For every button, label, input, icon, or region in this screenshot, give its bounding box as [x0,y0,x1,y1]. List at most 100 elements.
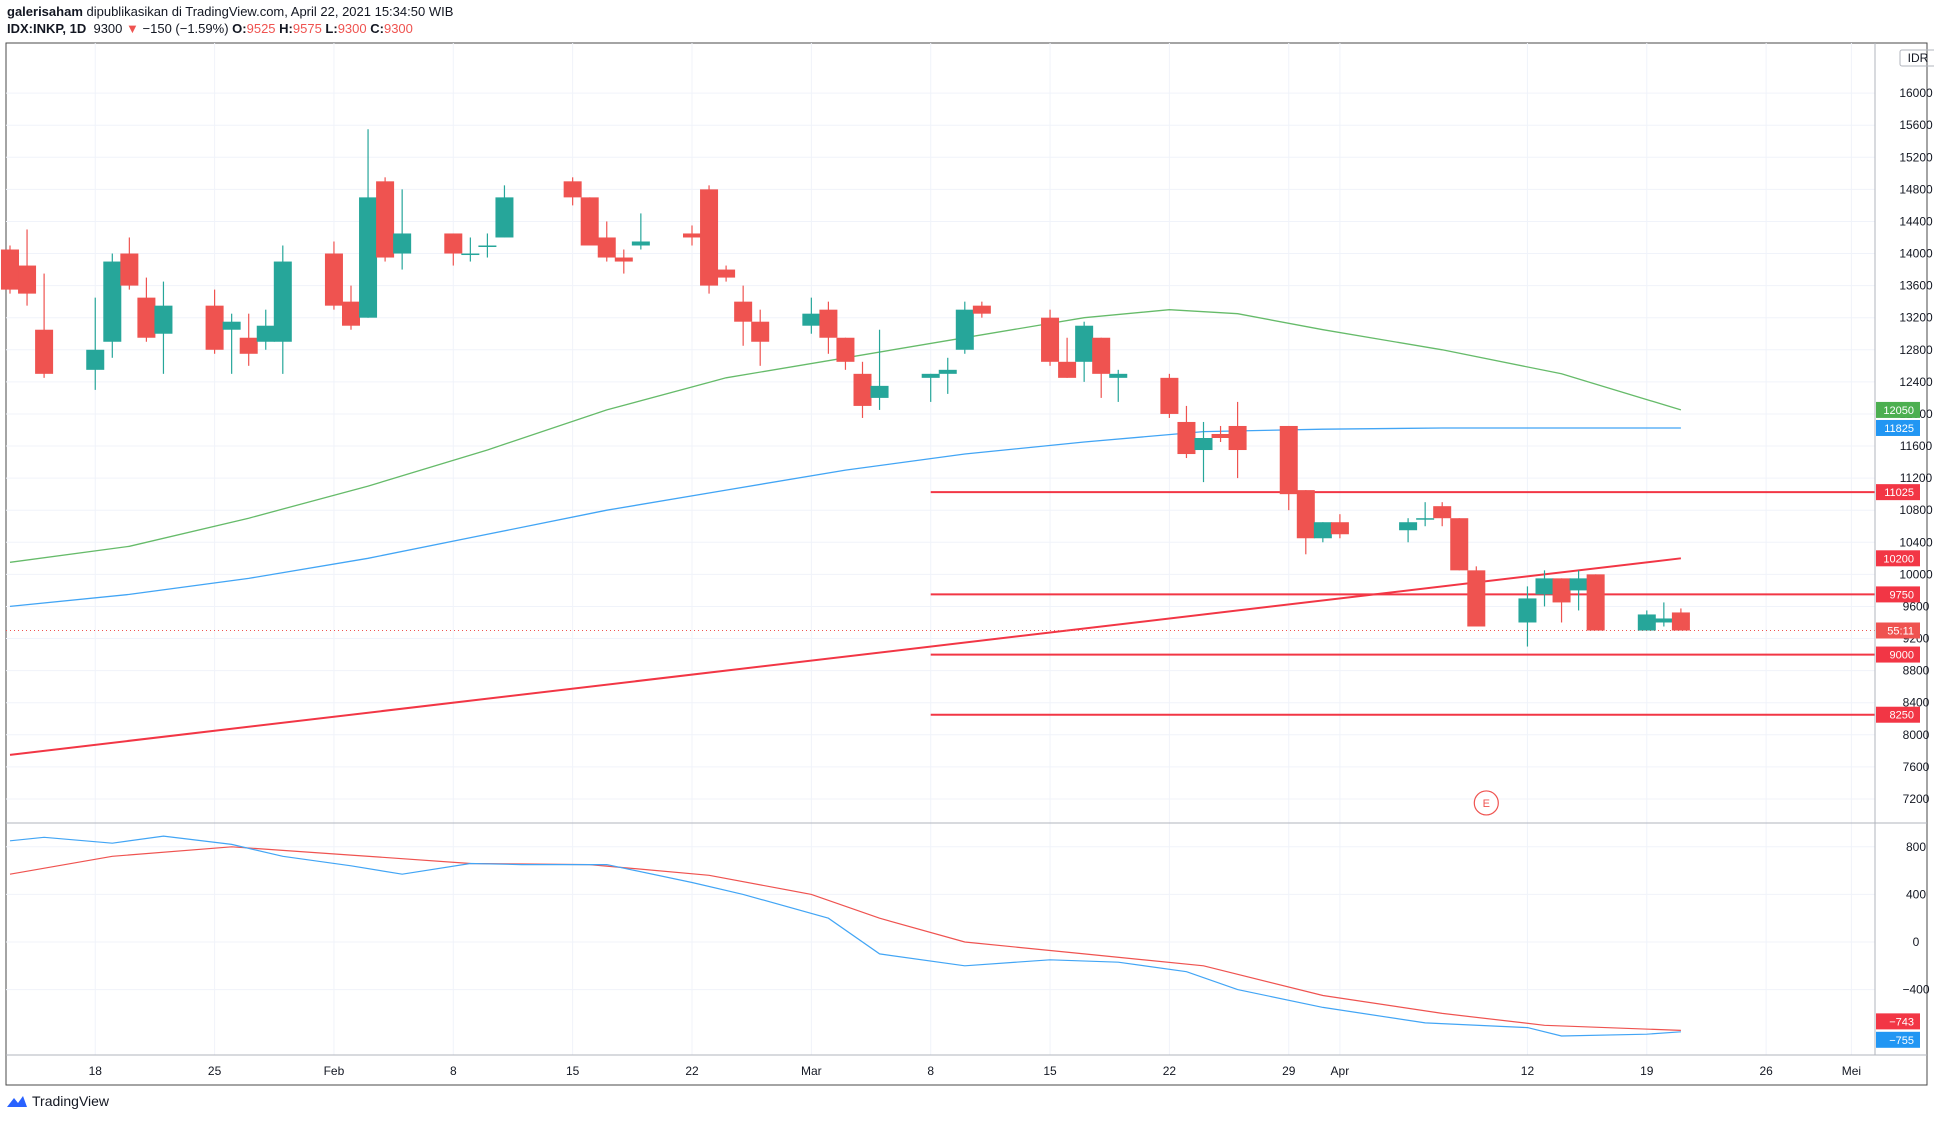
low-value: 9300 [337,21,367,36]
indicator-blue-line [9,835,1681,1037]
candle [35,273,54,378]
price-tick-label: 15600 [1899,118,1933,132]
candle [359,129,378,318]
candle [1296,490,1315,555]
candle [614,249,633,274]
price-axis-label-box [1876,419,1920,436]
candle [1518,586,1537,647]
candle-body [273,261,292,342]
price-axis-label: 8250 [1876,706,1920,723]
candle [819,301,838,354]
moving-averages [9,309,1682,756]
candle-body [972,305,991,314]
candle-body [597,237,616,258]
indicator-red-line [9,846,1681,1031]
indicator-tick-label: 800 [1906,840,1926,854]
candle [853,361,872,418]
time-tick-label: Mar [801,1064,822,1078]
currency-label: IDR [1908,51,1929,65]
candle-body [86,349,105,370]
candle [1313,522,1332,543]
candle [1399,518,1418,543]
candle [1058,337,1077,378]
time-tick-label: 29 [1282,1064,1296,1078]
publisher-name[interactable]: galerisaham [7,4,83,19]
candle [700,185,719,294]
candle [1109,369,1128,402]
price-axis-label: 9750 [1876,586,1920,603]
candle-body [1075,325,1094,362]
candle-body [222,321,241,330]
candle [921,373,940,402]
candle-body [717,269,736,278]
price-tick-label: 8000 [1903,728,1930,742]
candle-body [1194,438,1213,451]
price-axis-label-box [1876,706,1920,723]
price-axis-label: 55:11 [1876,622,1920,639]
candle-body [938,369,957,374]
candle-body [921,373,940,378]
candle [802,297,821,334]
candle-body [376,181,395,258]
time-tick-label: 26 [1759,1064,1773,1078]
candle-body [1637,614,1656,631]
price-tick-label: 11600 [1900,439,1933,453]
price-tick-label: 12400 [1899,375,1933,389]
indicator-tick-label: 400 [1906,887,1926,901]
price-labels: 12050 11825 11025 10200 9750 55:11 9000 8250 −74… [1876,401,1920,1048]
candle-body [137,297,156,338]
candle-body [734,301,753,322]
close-label: C: [370,21,384,36]
candle-body [461,253,480,256]
candle-body [1092,337,1111,374]
candle [222,313,241,374]
candle-body [1296,490,1315,539]
candle [1535,570,1554,607]
candle [683,225,701,246]
candle [563,177,582,206]
change-arrow-icon: ▼ [126,21,139,36]
tradingview-brand[interactable]: TradingView [6,1093,109,1109]
symbol-name: IDX:INKP, 1D [7,21,87,36]
time-tick-label: Mei [1842,1064,1861,1078]
price-axis-label-text: 55:11 [1887,626,1914,638]
candle-body [1041,317,1060,362]
horizontal-levels [6,491,1875,716]
price-tick-label: 14800 [1899,182,1933,196]
price-tick-label: 10400 [1899,535,1933,549]
time-tick-label: Apr [1331,1064,1350,1078]
price-tick-label: 16000 [1899,86,1933,100]
candle-body [324,253,343,306]
price-tick-label: 11200 [1900,471,1933,485]
price-axis-label-text: 12050 [1883,405,1914,417]
indicator-axis-label: −755 [1876,1031,1920,1048]
candle [580,197,599,246]
candle-body [955,309,974,350]
candle-body [1416,518,1435,520]
time-tick-label: 25 [208,1064,222,1078]
candle-body [393,233,412,254]
candle [1433,502,1452,527]
price-tick-label: 7600 [1903,760,1930,774]
candle [1586,574,1605,631]
candle [273,245,292,374]
price-axis-label-box [1876,646,1920,663]
tradingview-logo-icon [7,1096,27,1107]
candle [478,233,497,258]
candle [1467,566,1486,627]
candle [18,229,37,306]
candle-body [205,305,224,350]
price-axis-label: 12050 [1876,401,1920,418]
price-tick-label: 10000 [1899,567,1933,581]
candle [205,289,224,354]
candle [1177,405,1196,459]
candle-body [359,197,378,318]
earnings-marker-label: E [1483,798,1490,810]
indicator-axis-label-box [1876,1031,1920,1048]
price-axis-label: 11025 [1876,484,1920,501]
price-tick-label: 15200 [1899,150,1933,164]
candle [1194,421,1213,483]
candle [1279,425,1298,511]
candle [938,357,957,394]
